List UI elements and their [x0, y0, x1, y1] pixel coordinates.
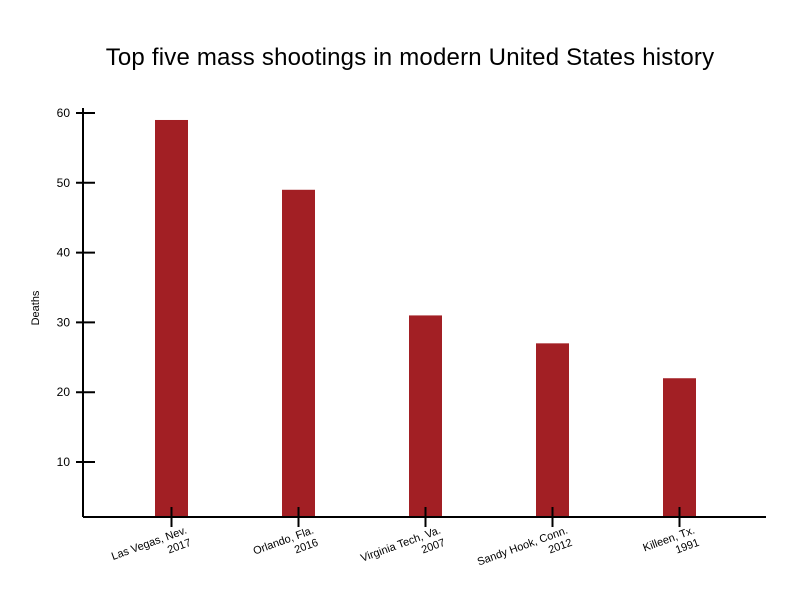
y-tick-label: 60 [57, 106, 71, 120]
y-tick-label: 40 [57, 246, 71, 260]
bars-group [155, 119, 696, 517]
bar-1 [282, 189, 315, 517]
x-category-label: Las Vegas, Nev.2017 [110, 525, 193, 576]
x-category-label: Orlando, Fla.2016 [252, 525, 320, 570]
y-axis: 10 20 30 40 50 60 [57, 106, 95, 517]
bar-2 [409, 315, 442, 517]
y-tick-label: 30 [57, 315, 71, 329]
bar-0 [155, 119, 188, 517]
y-axis-label: Deaths [30, 290, 42, 325]
x-category-label: Sandy Hook, Conn.2012 [476, 525, 574, 581]
y-tick-label: 50 [57, 176, 71, 190]
bar-3 [536, 343, 569, 517]
bar-4 [663, 378, 696, 517]
y-tick-label: 20 [57, 385, 71, 399]
y-tick-label: 10 [57, 455, 71, 469]
x-category-label: Virginia Tech, Va.2007 [359, 525, 447, 577]
x-axis: Las Vegas, Nev.2017 Orlando, Fla.2016 Virg… [83, 507, 766, 581]
x-category-label: Killeen, Tx.1991 [641, 525, 700, 567]
chart-title: Top five mass shootings in modern United… [105, 44, 715, 71]
